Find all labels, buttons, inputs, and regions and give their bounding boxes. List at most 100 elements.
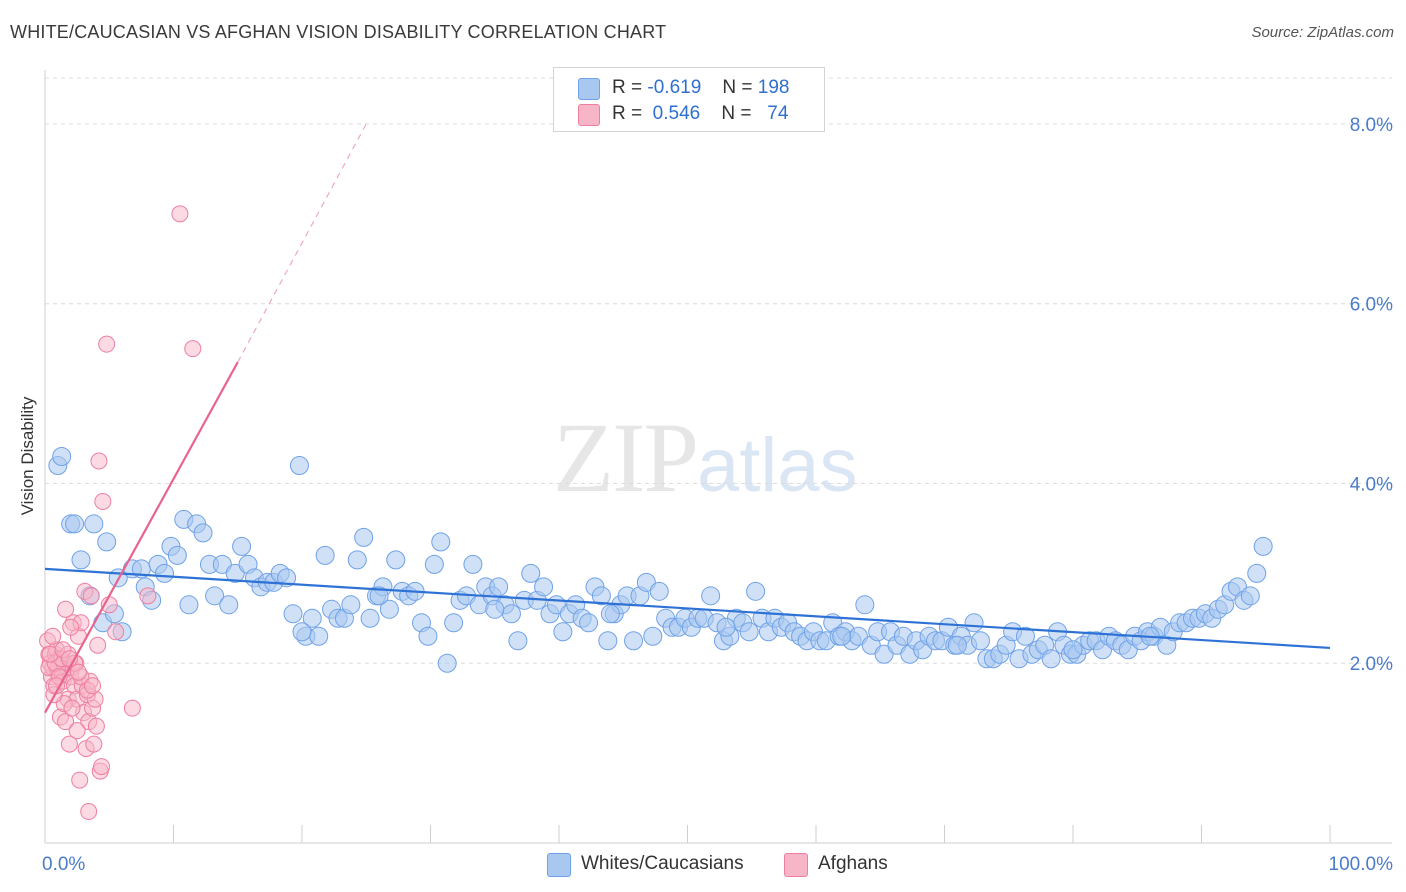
legend-r-label: R = [612, 103, 643, 124]
afghan-point [63, 699, 81, 717]
white-point [309, 626, 329, 646]
white-point [855, 595, 875, 615]
white-point [643, 626, 663, 646]
legend-swatch-whites [578, 78, 600, 100]
white-point [591, 586, 611, 606]
afghan-point [57, 600, 75, 618]
white-point [746, 581, 766, 601]
white-point [71, 550, 91, 570]
white-point [489, 577, 509, 597]
white-point [354, 527, 374, 547]
bottom-legend-label-whites: Whites/Caucasians [581, 853, 744, 874]
white-point [598, 631, 618, 651]
white-point [205, 586, 225, 606]
white-point [624, 631, 644, 651]
afghan-point [107, 623, 125, 641]
white-point [1247, 563, 1267, 583]
legend-r-value: 0.546 [652, 103, 701, 124]
white-point [485, 599, 505, 619]
white-point [277, 568, 297, 588]
afghan-point [80, 803, 98, 821]
white-point [600, 604, 620, 624]
white-point [232, 536, 252, 556]
correlation-legend: R = -0.619 N = 198 R = 0.546 N = 74 [553, 67, 825, 132]
white-point [534, 577, 554, 597]
afghan-point [85, 735, 103, 753]
white-point [424, 554, 444, 574]
afghan-point [87, 717, 105, 735]
white-point [437, 653, 457, 673]
white-point [386, 550, 406, 570]
afghan-point [60, 735, 78, 753]
afghan-point [90, 452, 108, 470]
chart-title: WHITE/CAUCASIAN VS AFGHAN VISION DISABIL… [10, 22, 667, 42]
white-point [84, 514, 104, 534]
white-point [179, 595, 199, 615]
white-point [369, 586, 389, 606]
whites-trend-line [44, 567, 1331, 650]
bottom-legend-swatch-afghans [784, 853, 808, 877]
white-point [501, 604, 521, 624]
white-point [360, 608, 380, 628]
white-point [302, 608, 322, 628]
white-point [832, 626, 852, 646]
y-tick-label: 8.0% [1350, 115, 1393, 136]
bottom-legend-label-afghans: Afghans [818, 853, 888, 874]
bottom-legend-swatch-whites [547, 853, 571, 877]
tick-labels: 2.0% 4.0% 6.0% 8.0% 0.0% 100.0% [42, 115, 1393, 875]
legend-n-value: 74 [767, 103, 789, 124]
white-point [341, 595, 361, 615]
legend-n-label: N = [722, 77, 753, 98]
afghan-point [123, 699, 141, 717]
afghans-trend-extension [237, 123, 367, 363]
trend-lines [44, 123, 1331, 714]
series-whites-points [48, 447, 1273, 673]
afghan-point [62, 618, 80, 636]
afghan-point [82, 587, 100, 605]
x-tick-label: 100.0% [1329, 854, 1394, 875]
white-point [553, 622, 573, 642]
afghan-point [69, 663, 87, 681]
afghans-trend-line [44, 361, 239, 714]
white-point [508, 631, 528, 651]
afghan-point [89, 636, 107, 654]
white-point [167, 545, 187, 565]
white-point [347, 550, 367, 570]
white-point [701, 586, 721, 606]
legend-n-value: 198 [757, 77, 790, 98]
axes [44, 70, 1392, 844]
x-tick-label: 0.0% [42, 854, 85, 875]
afghan-point [93, 758, 111, 776]
white-point [521, 563, 541, 583]
afghan-point [84, 677, 102, 695]
white-point [716, 617, 736, 637]
white-point [947, 635, 967, 655]
watermark-atlas: atlas [697, 423, 858, 508]
y-tick-label: 2.0% [1350, 654, 1393, 675]
white-point [649, 581, 669, 601]
afghan-point [68, 722, 86, 740]
white-point [739, 622, 759, 642]
afghan-point [184, 340, 202, 358]
white-point [431, 532, 451, 552]
white-point [444, 613, 464, 633]
y-tick-label: 6.0% [1350, 295, 1393, 316]
white-point [283, 604, 303, 624]
white-point [219, 595, 239, 615]
white-point [970, 631, 990, 651]
legend-r-label: R = [612, 77, 643, 98]
y-tick-label: 4.0% [1350, 474, 1393, 495]
y-axis-label: Vision Disability [18, 396, 37, 516]
afghan-point [139, 587, 157, 605]
watermark: ZIPatlas [553, 400, 858, 515]
white-point [463, 554, 483, 574]
legend-n-label: N = [721, 103, 752, 124]
white-point [289, 455, 309, 475]
afghan-point [94, 492, 112, 510]
afghan-point [171, 205, 189, 223]
source-label: Source: ZipAtlas.com [1251, 24, 1394, 41]
white-point [52, 447, 72, 466]
white-point [1041, 649, 1061, 669]
white-point [1063, 640, 1083, 660]
white-point [579, 613, 599, 633]
